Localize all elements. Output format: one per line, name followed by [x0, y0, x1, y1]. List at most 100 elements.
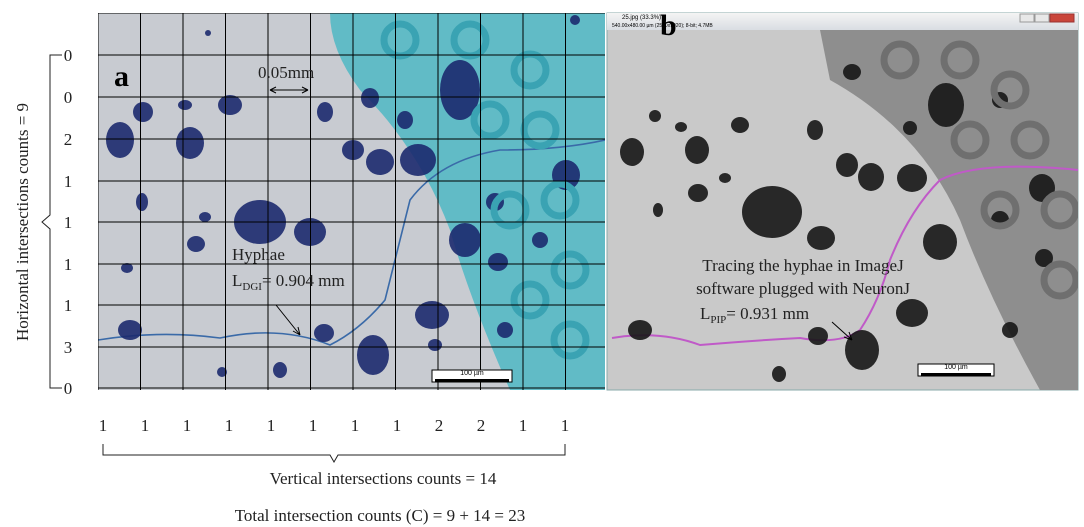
spore-ring — [550, 320, 590, 360]
column-count: 2 — [435, 416, 444, 435]
scale-bar-label: 100 µm — [460, 370, 484, 377]
cell — [1002, 322, 1018, 338]
spore-ring — [550, 250, 590, 290]
cell — [440, 60, 480, 120]
column-count: 1 — [141, 416, 150, 435]
size-arrow — [269, 86, 309, 94]
panel-label: a — [114, 60, 129, 93]
total-summary: Total intersection counts (C) = 9 + 14 =… — [235, 506, 526, 525]
row-count: 1 — [64, 296, 73, 315]
cell — [366, 149, 394, 175]
length-symbol: L — [700, 304, 710, 323]
spore-ring — [990, 70, 1030, 110]
cell — [187, 236, 205, 252]
minimize-button[interactable] — [1019, 13, 1035, 23]
row-count: 3 — [64, 338, 73, 357]
cell — [649, 110, 661, 122]
cell — [688, 184, 708, 202]
spore-ring — [1040, 190, 1078, 230]
column-count: 1 — [225, 416, 234, 435]
cell — [357, 335, 389, 375]
y-axis-label: Horizontal intersections counts = 9 — [13, 103, 32, 341]
traced-hyphae — [611, 165, 1078, 347]
hyphae-arrow — [831, 321, 853, 341]
column-count: 1 — [519, 416, 528, 435]
panel-label: b — [660, 9, 677, 42]
spore-ring — [510, 50, 550, 90]
maximize-button[interactable] — [1034, 13, 1050, 23]
spore-ring — [1010, 120, 1050, 160]
cell — [497, 322, 513, 338]
row-count: 1 — [64, 255, 73, 274]
cell — [205, 30, 211, 36]
cell — [428, 339, 442, 351]
spore-ring — [490, 190, 530, 230]
spore-ring — [950, 120, 990, 160]
cell — [136, 193, 148, 211]
cell — [121, 263, 133, 273]
spore-ring — [510, 280, 550, 320]
row-count: 1 — [64, 172, 73, 191]
row-count: 2 — [64, 130, 73, 149]
scale-bar-label: 100 µm — [944, 364, 968, 371]
cell — [106, 122, 134, 158]
cell — [317, 102, 333, 122]
caption-line: Tracing the hyphae in ImageJ — [702, 256, 904, 275]
row-count: 0 — [64, 379, 73, 398]
window-title: 25.jpg (33.3%) — [622, 15, 661, 21]
spore-ring — [380, 20, 420, 60]
cell — [628, 320, 652, 340]
cell — [808, 327, 828, 345]
length-subscript: PIP — [710, 314, 726, 326]
cell — [685, 136, 709, 164]
cell — [176, 127, 204, 159]
cell — [400, 144, 436, 176]
cell — [570, 15, 580, 25]
column-count: 1 — [99, 416, 108, 435]
spore-ring — [880, 40, 920, 80]
row-count: 0 — [64, 88, 73, 107]
cell — [858, 163, 884, 191]
cell — [532, 232, 548, 248]
hyphae — [98, 139, 605, 346]
column-count: 1 — [267, 416, 276, 435]
spore-ring — [540, 180, 580, 220]
panel-a-content — [98, 13, 605, 390]
column-count: 2 — [477, 416, 486, 435]
cell — [361, 88, 379, 108]
column-count: 1 — [393, 416, 402, 435]
scale-bar — [435, 379, 509, 382]
vertical-summary: Vertical intersections counts = 14 — [270, 469, 497, 488]
cell — [719, 173, 731, 183]
length-label: LDGI= 0.904 mm — [232, 271, 345, 293]
spore-ring — [520, 110, 560, 150]
stain-region — [330, 13, 605, 390]
column-count: 1 — [561, 416, 570, 435]
length-value: = 0.931 mm — [726, 304, 809, 323]
cell — [199, 212, 211, 222]
close-button[interactable] — [1049, 13, 1075, 23]
cell — [449, 223, 481, 257]
grid-size-label: 0.05mm — [258, 63, 314, 82]
cell — [218, 95, 242, 115]
cell — [897, 164, 927, 192]
spore-ring — [980, 190, 1020, 230]
cell — [807, 226, 835, 250]
cell — [731, 117, 749, 133]
caption-line: software plugged with NeuronJ — [696, 279, 910, 298]
cell — [314, 324, 334, 342]
cell — [923, 224, 957, 260]
scale-bar — [921, 373, 991, 376]
cell — [896, 299, 928, 327]
cell — [845, 330, 879, 370]
cell — [118, 320, 142, 340]
column-count: 1 — [309, 416, 318, 435]
length-subscript: DGI — [242, 281, 262, 293]
bottom-brace — [102, 444, 566, 464]
spore-ring — [940, 40, 980, 80]
row-count: 1 — [64, 213, 73, 232]
cell — [903, 121, 917, 135]
cell — [415, 301, 449, 329]
cell — [675, 122, 687, 132]
length-value: = 0.904 mm — [262, 271, 345, 290]
